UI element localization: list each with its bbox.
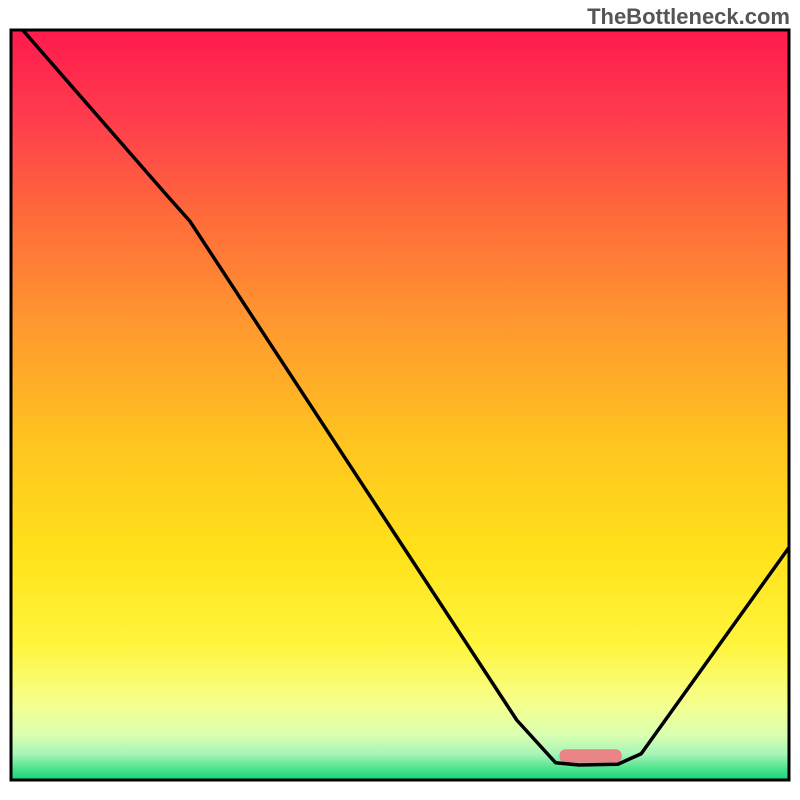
bottleneck-chart: TheBottleneck.com [0,0,800,800]
watermark-text: TheBottleneck.com [587,4,790,30]
plot-background [11,30,789,780]
chart-svg [0,0,800,800]
optimal-marker [559,749,621,763]
